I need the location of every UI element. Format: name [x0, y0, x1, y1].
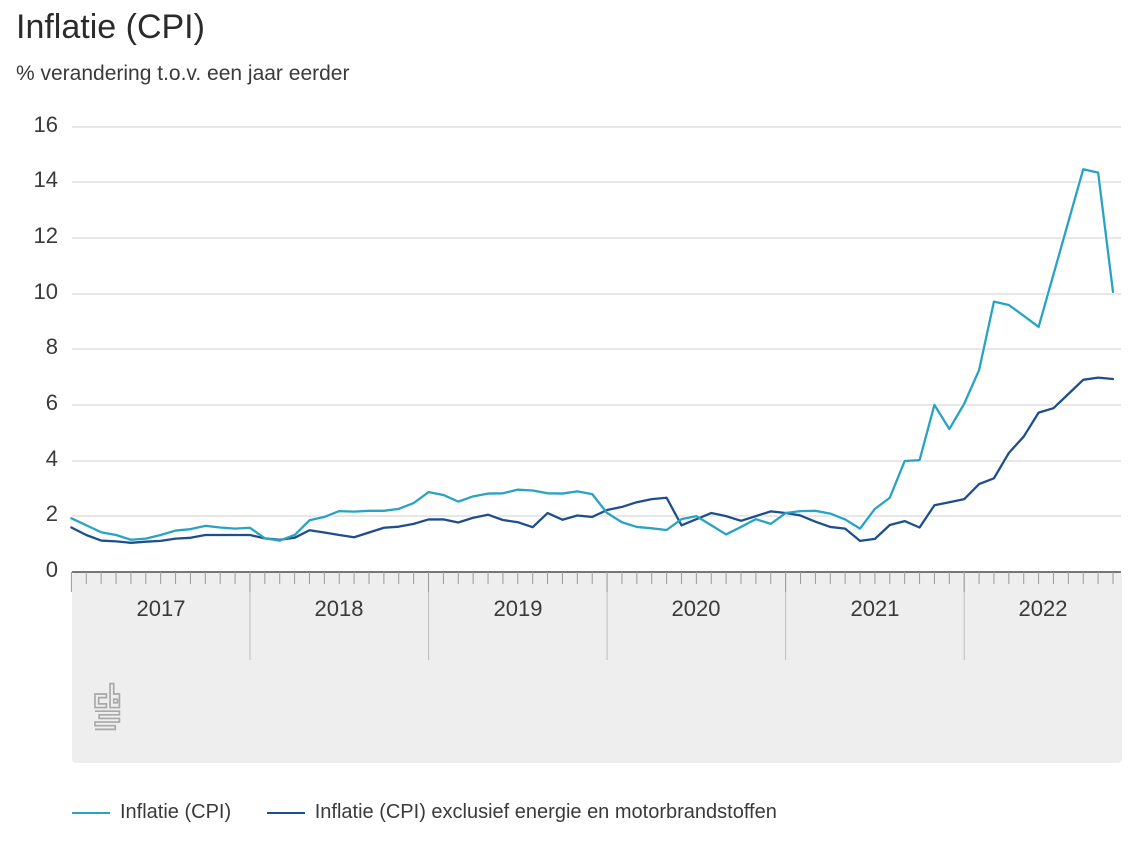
svg-text:2: 2 — [46, 501, 58, 526]
svg-text:8: 8 — [46, 334, 58, 359]
svg-text:2018: 2018 — [315, 596, 364, 621]
svg-text:2020: 2020 — [672, 596, 721, 621]
svg-text:2017: 2017 — [137, 596, 186, 621]
svg-text:16: 16 — [34, 112, 58, 137]
svg-text:2021: 2021 — [851, 596, 900, 621]
svg-text:12: 12 — [34, 223, 58, 248]
svg-text:2022: 2022 — [1019, 596, 1068, 621]
svg-text:10: 10 — [34, 279, 58, 304]
svg-text:2019: 2019 — [494, 596, 543, 621]
svg-text:0: 0 — [46, 557, 58, 582]
svg-text:4: 4 — [46, 446, 58, 471]
svg-text:14: 14 — [34, 167, 58, 192]
svg-text:6: 6 — [46, 390, 58, 415]
